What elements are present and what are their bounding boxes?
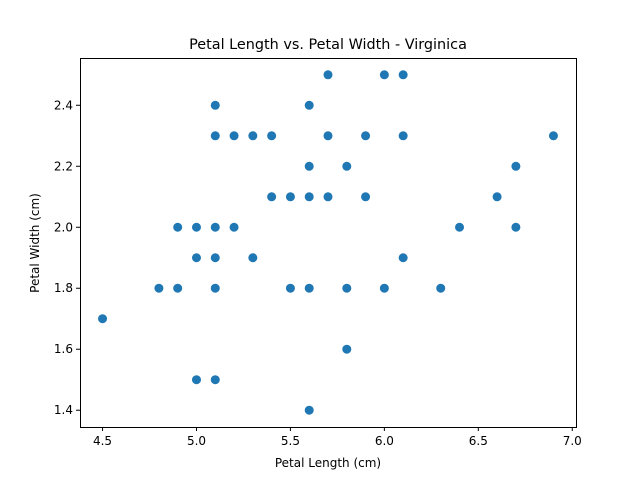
y-tick-label: 1.6 <box>54 342 73 356</box>
data-point <box>398 70 408 80</box>
data-point <box>323 70 333 80</box>
data-point <box>304 405 314 415</box>
data-points <box>98 70 558 415</box>
data-point <box>323 131 333 141</box>
data-point <box>323 192 333 202</box>
data-point <box>304 161 314 171</box>
y-tick-label: 2.0 <box>54 220 73 234</box>
data-point <box>548 131 558 141</box>
data-point <box>210 253 220 263</box>
data-point <box>304 192 314 202</box>
y-axis-label: Petal Width (cm) <box>28 193 42 293</box>
data-point <box>210 100 220 110</box>
x-tick-label: 7.0 <box>563 434 582 448</box>
data-point <box>210 283 220 293</box>
data-point <box>436 283 446 293</box>
data-point <box>191 375 201 385</box>
data-point <box>248 131 258 141</box>
data-point <box>342 283 352 293</box>
chart-title: Petal Length vs. Petal Width - Virginica <box>189 37 467 53</box>
data-point <box>210 222 220 232</box>
data-point <box>361 131 371 141</box>
x-tick-label: 6.5 <box>469 434 488 448</box>
data-point <box>248 253 258 263</box>
data-point <box>191 222 201 232</box>
x-tick-label: 5.0 <box>187 434 206 448</box>
y-tick-label: 1.4 <box>54 403 73 417</box>
data-point <box>285 283 295 293</box>
data-point <box>398 253 408 263</box>
data-point <box>229 222 239 232</box>
x-tick-label: 6.0 <box>375 434 394 448</box>
data-point <box>191 253 201 263</box>
y-tick-label: 2.2 <box>54 159 73 173</box>
y-tick-label: 1.8 <box>54 281 73 295</box>
data-point <box>361 192 371 202</box>
data-point <box>342 344 352 354</box>
data-point <box>229 131 239 141</box>
y-axis-ticks: 1.4 1.6 1.8 2.0 2.2 2.4 <box>54 98 80 417</box>
data-point <box>379 70 389 80</box>
data-point <box>379 283 389 293</box>
data-point <box>342 161 352 171</box>
data-point <box>210 131 220 141</box>
data-point <box>304 283 314 293</box>
x-axis-ticks: 4.5 5.0 5.5 6.0 6.5 7.0 <box>93 427 582 448</box>
data-point <box>267 192 277 202</box>
x-tick-label: 4.5 <box>93 434 112 448</box>
data-point <box>455 222 465 232</box>
data-point <box>304 100 314 110</box>
data-point <box>492 192 502 202</box>
data-point <box>511 161 521 171</box>
data-point <box>98 314 108 324</box>
x-tick-label: 5.5 <box>281 434 300 448</box>
y-tick-label: 2.4 <box>54 98 73 112</box>
data-point <box>173 222 183 232</box>
data-point <box>173 283 183 293</box>
data-point <box>210 375 220 385</box>
plot-frame <box>80 58 577 428</box>
data-point <box>511 222 521 232</box>
data-point <box>285 192 295 202</box>
x-axis-label: Petal Length (cm) <box>275 456 381 470</box>
data-point <box>267 131 277 141</box>
data-point <box>154 283 164 293</box>
data-point <box>398 131 408 141</box>
